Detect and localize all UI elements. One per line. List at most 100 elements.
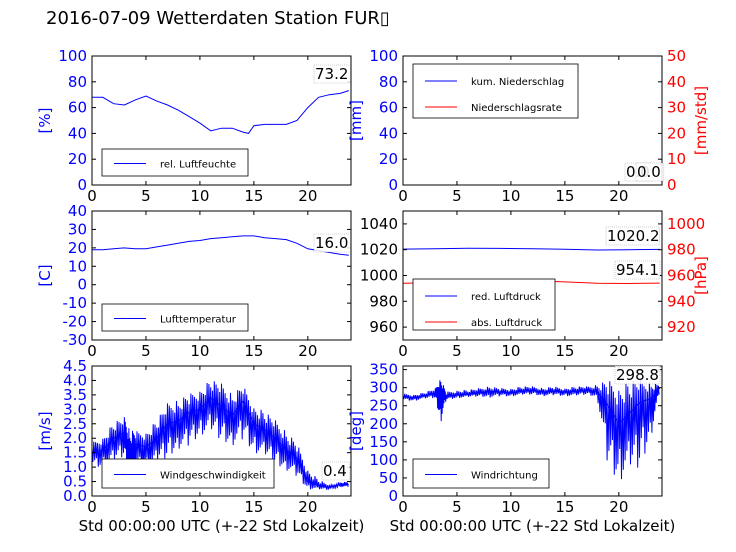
- y-tick-label-right: 0: [667, 176, 677, 194]
- legend-box: [412, 458, 550, 489]
- x-tick-label: 0: [398, 342, 408, 360]
- y-tick-label-right: 20: [667, 124, 686, 142]
- value-annotation-box: [635, 162, 665, 182]
- y-tick-label: 0.5: [63, 473, 87, 491]
- plot-frame: [91, 55, 352, 186]
- x-tick-label: 15: [555, 342, 574, 360]
- y-tick-label: 40: [68, 124, 87, 142]
- series-mean-1-1: [92, 90, 349, 134]
- value-annotation-box: [614, 260, 661, 280]
- x-tick-label: 20: [609, 498, 628, 516]
- x-tick-label: 15: [555, 498, 574, 516]
- y-tick-label: 0: [388, 176, 398, 194]
- y-tick-label: 200: [369, 415, 398, 433]
- x-tick-label: 5: [141, 498, 151, 516]
- x-tick-label: 20: [609, 187, 628, 205]
- value-annotation-box: [313, 64, 351, 84]
- y-tick-label: 20: [68, 239, 87, 257]
- y-tick-label-right: 960: [667, 267, 696, 285]
- value-annotation-box: [321, 461, 351, 481]
- x-tick-label: 10: [501, 498, 520, 516]
- y-tick-label: 50: [379, 469, 398, 487]
- x-tick-label: 15: [244, 342, 263, 360]
- series-mean-6-1: [402, 387, 661, 425]
- legend-label: kum. Niederschlag: [471, 77, 564, 88]
- x-tick-label: 15: [244, 498, 263, 516]
- y-tick-label-right: 40: [667, 73, 686, 91]
- x-tick-label: 20: [298, 342, 317, 360]
- x-tick-label: 0: [87, 342, 97, 360]
- y-tick-label: 80: [68, 73, 87, 91]
- y-tick-label: 350: [369, 361, 398, 379]
- legend-box: [101, 148, 249, 177]
- plot-frame: [402, 55, 663, 186]
- legend-label: red. Luftdruck: [471, 292, 541, 303]
- x-tick-label: 10: [190, 187, 209, 205]
- series-line-5-1: [91, 381, 349, 490]
- x-tick-label: 10: [190, 498, 209, 516]
- plot-frame: [402, 365, 663, 497]
- legend-box: [101, 303, 249, 332]
- y-tick-label: 20: [379, 150, 398, 168]
- value-annotation: 0.0: [637, 163, 661, 181]
- value-annotation: 73.2: [315, 65, 348, 83]
- y-tick-label: 0.0: [63, 487, 87, 505]
- value-annotation-box: [313, 233, 351, 253]
- y-axis-label: [m/s]: [36, 411, 54, 450]
- x-tick-label: 20: [298, 498, 317, 516]
- y-axis-label-right: [hPa]: [692, 256, 710, 295]
- y-tick-label: 980: [369, 292, 398, 310]
- x-tick-label: 5: [452, 498, 462, 516]
- y-tick-label: 60: [379, 99, 398, 117]
- y-axis-label: [deg]: [347, 411, 365, 451]
- x-tick-label: 5: [452, 342, 462, 360]
- y-tick-label: 960: [369, 318, 398, 336]
- y-tick-label-right: 920: [667, 318, 696, 336]
- y-tick-label-right: 10: [667, 150, 686, 168]
- plot-frame: [91, 365, 352, 497]
- x-tick-label: 5: [141, 342, 151, 360]
- value-annotation-box: [605, 226, 660, 246]
- y-tick-label: 4.5: [63, 357, 87, 375]
- legend-label: rel. Luftfeuchte: [160, 160, 236, 171]
- y-tick-label: 100: [369, 451, 398, 469]
- y-tick-label: 100: [58, 47, 87, 65]
- value-annotation: 954.1: [616, 261, 659, 279]
- x-tick-label: 15: [244, 187, 263, 205]
- x-tick-label: 10: [501, 187, 520, 205]
- y-tick-label: 1040: [360, 215, 398, 233]
- y-axis-label-right: [mm/std]: [692, 86, 710, 155]
- series-mean-3-1: [92, 235, 349, 256]
- y-tick-label: 3.5: [63, 386, 87, 404]
- y-tick-label: -30: [63, 331, 88, 349]
- y-tick-label: 100: [369, 47, 398, 65]
- y-tick-label: 1000: [360, 267, 398, 285]
- legend-label: abs. Luftdruck: [471, 318, 542, 329]
- legend-label: Windrichtung: [471, 471, 538, 482]
- y-tick-label: 3.0: [63, 400, 87, 418]
- y-tick-label: 0: [388, 487, 398, 505]
- y-tick-label: 1.5: [63, 444, 87, 462]
- x-tick-label: 5: [141, 187, 151, 205]
- y-tick-label-right: 1000: [667, 215, 705, 233]
- x-tick-label: 10: [190, 342, 209, 360]
- legend-label: Windgeschwindigkeit: [160, 471, 266, 482]
- value-annotation: 0.4: [323, 462, 347, 480]
- y-tick-label: 250: [369, 397, 398, 415]
- x-axis-label: Std 00:00:00 UTC (+-22 Std Lokalzeit): [79, 517, 365, 535]
- x-tick-label: 20: [609, 342, 628, 360]
- y-tick-label: 30: [68, 220, 87, 238]
- y-tick-label: 1.0: [63, 458, 87, 476]
- y-tick-label: 10: [68, 257, 87, 275]
- legend-box: [412, 63, 579, 119]
- figure-title: 2016-07-09 Wetterdaten Station FUR▯: [46, 8, 390, 29]
- y-tick-label: -20: [63, 313, 88, 331]
- value-annotation: 298.8: [616, 366, 659, 384]
- legend-box: [101, 458, 275, 489]
- y-tick-label: 40: [68, 202, 87, 220]
- value-annotation-box: [614, 365, 661, 385]
- y-tick-label: 0: [77, 176, 87, 194]
- legend-label: Lufttemperatur: [160, 315, 237, 326]
- y-tick-label: 2.5: [63, 415, 87, 433]
